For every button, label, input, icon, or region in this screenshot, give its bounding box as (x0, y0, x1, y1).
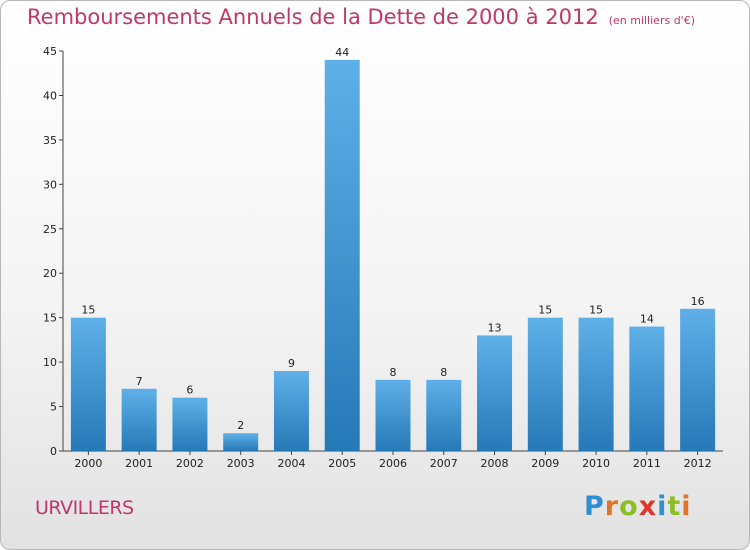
bar-value-label: 15 (538, 304, 552, 317)
bar-value-label: 8 (440, 366, 447, 379)
y-tick-label: 25 (43, 223, 57, 236)
y-tick-label: 45 (43, 45, 57, 58)
bar-2001 (121, 388, 157, 451)
x-tick-label: 2004 (277, 457, 305, 470)
chart-title-text: Remboursements Annuels de la Dette de 20… (27, 5, 599, 29)
proxiti-logo: Proxiti (584, 491, 692, 522)
bar-value-label: 14 (640, 313, 654, 326)
x-tick-label: 2001 (125, 457, 153, 470)
bar-value-label: 2 (237, 419, 244, 432)
y-tick-label: 15 (43, 312, 57, 325)
x-tick-label: 2010 (582, 457, 610, 470)
logo-letter: i (657, 491, 668, 522)
bar-value-label: 13 (488, 321, 502, 334)
chart-title: Remboursements Annuels de la Dette de 20… (27, 5, 695, 29)
chart-unit: (en milliers d'€) (608, 14, 695, 27)
x-tick-label: 2006 (379, 457, 407, 470)
logo-letter: x (638, 491, 658, 522)
logo-letter: P (584, 491, 605, 522)
bar-value-label: 9 (288, 357, 295, 370)
x-tick-label: 2011 (633, 457, 661, 470)
bar-2009 (527, 317, 563, 451)
y-tick-label: 5 (50, 401, 57, 414)
bar-value-label: 6 (186, 384, 193, 397)
bar-2010 (578, 317, 614, 451)
axes: 0 5 10 15 20 25 30 35 40 45 2000 2001 2002 2003 2004 20… (43, 45, 723, 470)
bar-2004 (273, 371, 309, 451)
city-name: URVILLERS (35, 497, 134, 519)
x-tick-label: 2003 (227, 457, 255, 470)
y-tick-label: 30 (43, 178, 57, 191)
bar-2006 (375, 379, 411, 451)
x-tick-label: 2005 (328, 457, 356, 470)
bar-2003 (223, 433, 259, 451)
logo-letter: i (681, 491, 692, 522)
y-tick-label: 20 (43, 267, 57, 280)
bar-2011 (629, 326, 665, 451)
bar-2012 (680, 308, 716, 451)
bar-value-label: 15 (81, 304, 95, 317)
bar-value-label: 8 (390, 366, 397, 379)
y-tick-label: 10 (43, 356, 57, 369)
x-tick-label: 2000 (74, 457, 102, 470)
bars: 15 7 6 2 9 44 8 8 13 15 15 14 16 (70, 46, 716, 452)
y-tick-label: 0 (50, 445, 57, 458)
logo-letter: t (667, 491, 682, 522)
bar-2008 (477, 335, 513, 451)
y-tick-label: 35 (43, 134, 57, 147)
logo-letter: r (604, 491, 620, 522)
bar-2000 (70, 317, 106, 451)
logo-letter: o (619, 491, 639, 522)
bar-value-label: 15 (589, 304, 603, 317)
x-tick-label: 2007 (430, 457, 458, 470)
x-tick-label: 2009 (531, 457, 559, 470)
x-tick-label: 2008 (481, 457, 509, 470)
x-tick-label: 2012 (684, 457, 712, 470)
bar-2005 (324, 59, 360, 452)
bar-2007 (426, 379, 462, 451)
bar-2002 (172, 397, 208, 451)
bar-value-label: 44 (335, 46, 349, 59)
y-tick-label: 40 (43, 89, 57, 102)
bar-value-label: 7 (136, 375, 143, 388)
bar-value-label: 16 (691, 295, 705, 308)
x-tick-label: 2002 (176, 457, 204, 470)
